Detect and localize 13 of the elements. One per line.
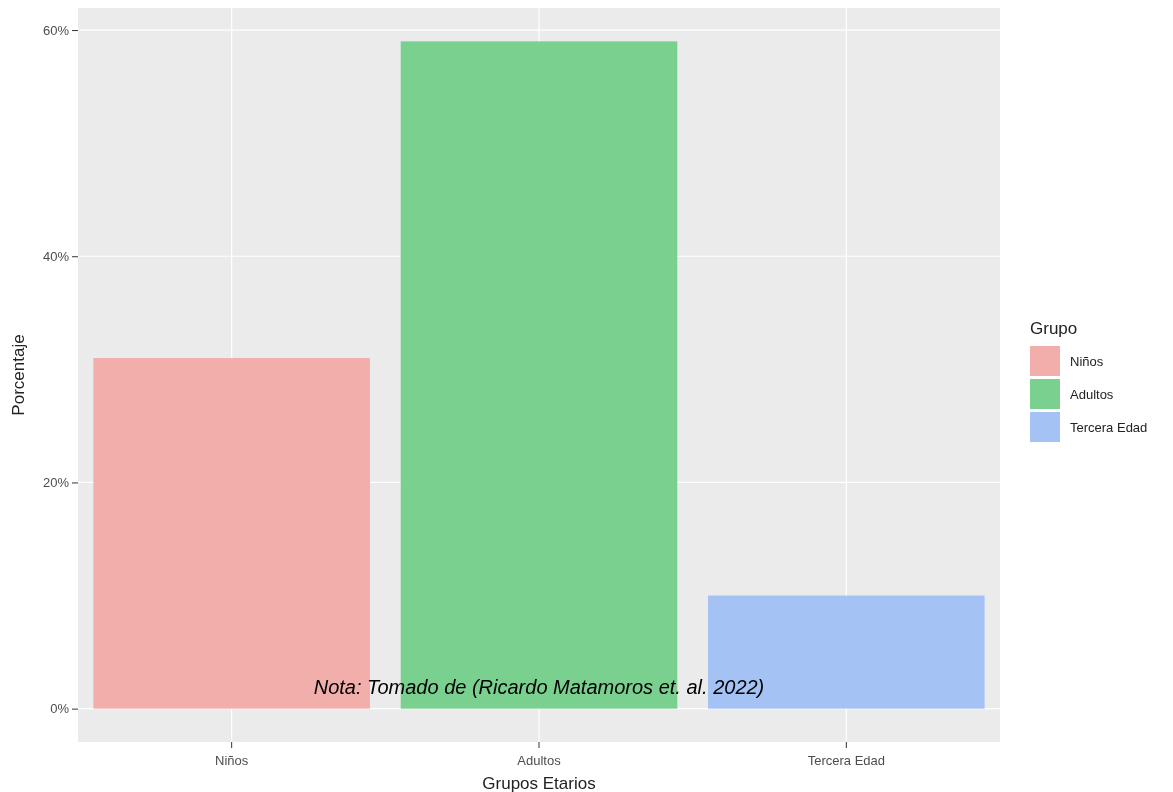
legend-label: Niños xyxy=(1070,354,1104,369)
x-tick-label: Adultos xyxy=(517,753,562,769)
legend-title: Grupo xyxy=(1030,319,1078,338)
x-tick-label: Niños xyxy=(215,753,249,769)
legend-label: Tercera Edad xyxy=(1070,420,1148,435)
y-tick-label: 0% xyxy=(50,701,70,717)
x-tick-label: Tercera Edad xyxy=(807,753,885,769)
legend-label: Adultos xyxy=(1070,387,1114,402)
y-tick-label: 60% xyxy=(42,22,70,38)
x-axis-title: Grupos Etarios xyxy=(482,774,596,792)
y-tick-label: 40% xyxy=(42,248,70,264)
y-axis-title: Porcentaje xyxy=(9,334,28,416)
y-tick-label: 20% xyxy=(42,475,70,491)
